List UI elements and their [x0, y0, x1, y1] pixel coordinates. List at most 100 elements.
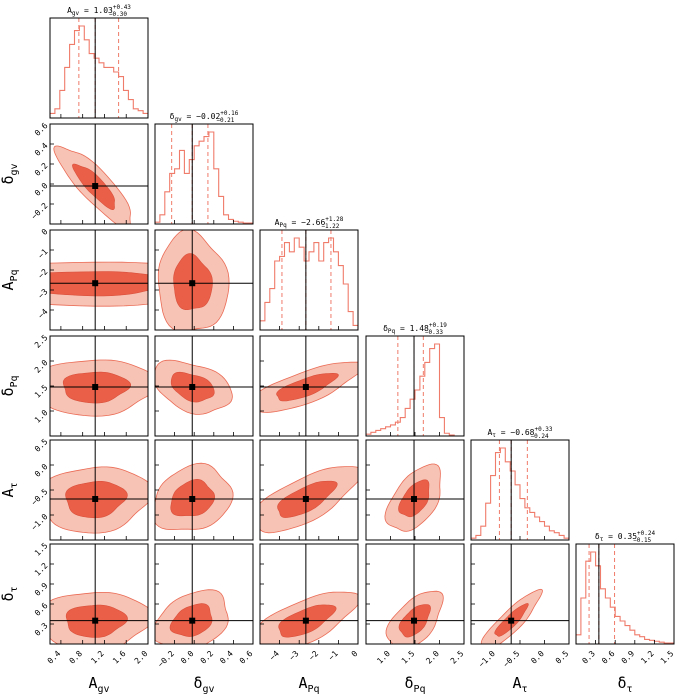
x-tick-label-Atau: −1.0: [477, 649, 497, 669]
panel-frame: [365, 335, 465, 437]
panel-frame: [154, 543, 254, 645]
x-tick-label-APq: −3: [287, 649, 300, 662]
y-tick-label-dgv: 0.4: [33, 141, 50, 158]
panel-dtau-dgv: −0.2 0.0 0.2 0.4 0.6: [154, 543, 255, 669]
title-name: δ: [383, 324, 388, 333]
title-name: A: [487, 428, 492, 437]
panel-frame: [49, 229, 149, 331]
y-tick-label-APq: −4: [36, 307, 49, 320]
y-tick-label-dPq: 2.0: [33, 358, 50, 375]
x-tick-label-dtau: 1.5: [659, 649, 676, 666]
y-tick-label-dgv: 0.0: [33, 181, 50, 198]
panel-Atau-Atau: Aτ = −0.68+0.33 −0.24: [470, 426, 570, 541]
histogram-Atau: [471, 447, 569, 540]
panel-frame: [49, 17, 149, 119]
histogram-APq: [260, 237, 358, 330]
y-axis-label-dgv: δgv: [0, 163, 20, 184]
title-name: δ: [170, 112, 175, 121]
title-plus: +0.24: [637, 530, 655, 537]
title-value: = 0.35: [603, 532, 637, 541]
axis-label-main: δ: [404, 674, 413, 692]
panel-Atau-Agv: −1.0 −0.5 0.0 0.5: [30, 437, 149, 541]
x-tick-label-dPq: 2.0: [424, 649, 441, 666]
truth-marker: [411, 496, 418, 502]
x-tick-label-APq: −4: [268, 649, 281, 662]
title-plus: +0.43: [113, 4, 131, 11]
x-axis-label-Atau: Aτ: [512, 674, 527, 695]
histogram-dPq: [366, 343, 464, 436]
histogram-Agv: [50, 25, 148, 118]
panel-dPq-dgv: [154, 335, 254, 437]
title-minus: −1.22: [321, 223, 339, 230]
x-tick-label-APq: −1: [327, 649, 340, 662]
truth-marker: [411, 617, 418, 624]
x-axis-label-dgv: δgv: [193, 674, 214, 695]
truth-marker: [508, 617, 515, 624]
panel-frame: [259, 229, 359, 331]
panel-dtau-Agv: 0.4 0.8 1.2 1.6 2.0 0.3 0.6 0.9 1.2 1.5: [33, 541, 150, 666]
x-axis-label-APq: APq: [298, 674, 319, 695]
truth-marker: [92, 280, 99, 287]
y-tick-label-Atau: −1.0: [30, 512, 50, 532]
contour-inner-APq-Agv: [50, 271, 148, 297]
x-tick-label-dPq: 2.5: [449, 649, 466, 666]
panel-dPq-Agv: 1.0 1.5 2.0 2.5: [33, 333, 149, 437]
x-axis-label-dPq: δPq: [404, 674, 425, 695]
title-sub: gv: [72, 10, 80, 17]
y-tick-label-dPq: 1.5: [33, 383, 50, 400]
panel-Atau-dPq: [365, 439, 465, 541]
truth-marker: [92, 183, 99, 189]
axis-label-main: δ: [617, 674, 626, 692]
x-tick-label-Agv: 0.8: [67, 649, 84, 666]
title-APq: APq = −2.66+1.28 −1.22: [275, 216, 344, 230]
axis-label-main: A: [88, 674, 97, 692]
panel-dtau-dPq: 1.0 1.5 2.0 2.5: [365, 543, 466, 666]
y-tick-label-dtau: 1.5: [33, 541, 50, 558]
title-minus: −0.15: [633, 537, 651, 544]
title-dtau: δτ = 0.35+0.24 −0.15: [595, 530, 656, 544]
title-sub: Pq: [280, 222, 288, 229]
panel-Atau-APq: [259, 439, 359, 541]
y-tick-label-dgv: −0.2: [30, 201, 50, 221]
x-tick-label-dtau: 1.2: [639, 649, 656, 666]
title-plus: +1.28: [325, 216, 343, 223]
title-Atau: Aτ = −0.68+0.33 −0.24: [487, 426, 552, 440]
panel-frame: [259, 543, 359, 645]
title-name: δ: [595, 532, 600, 541]
x-axis-label-dtau: δτ: [617, 674, 632, 695]
panel-frame: [470, 543, 570, 645]
truth-marker: [189, 280, 196, 287]
y-tick-label-dtau: 0.3: [33, 621, 50, 638]
y-axis-label-Atau: Aτ: [0, 482, 20, 497]
axis-label-main: A: [0, 489, 17, 498]
panel-APq-dgv: [154, 229, 254, 331]
title-value: = −0.02: [182, 112, 221, 121]
x-tick-label-dgv: 0.4: [218, 649, 235, 666]
axis-label-sub: τ: [627, 684, 633, 695]
y-tick-label-APq: −3: [36, 287, 49, 300]
x-tick-label-Agv: 1.6: [111, 649, 128, 666]
title-value: = 1.48: [395, 324, 429, 333]
title-minus: −0.24: [531, 433, 549, 440]
panel-frame: [49, 123, 149, 225]
axis-label-main: δ: [0, 593, 17, 602]
y-tick-label-dtau: 0.9: [33, 581, 50, 598]
title-value: = 1.03: [79, 6, 113, 15]
title-name: A: [67, 6, 72, 15]
truth-marker: [189, 496, 196, 502]
truth-marker: [92, 617, 99, 624]
title-sub: τ: [492, 432, 496, 439]
x-tick-label-APq: 0: [350, 649, 360, 659]
x-tick-label-dgv: 0.0: [179, 649, 196, 666]
x-tick-label-dgv: −0.2: [156, 649, 176, 669]
y-axis-label-APq: APq: [0, 269, 20, 290]
y-tick-label-Atau: 0.0: [33, 462, 50, 479]
title-value: = −2.66: [287, 218, 326, 227]
title-Agv: Agv = 1.03+0.43 −0.30: [67, 4, 131, 18]
title-dPq: δPq = 1.48+0.19 −0.33: [383, 322, 447, 336]
x-tick-label-Agv: 2.0: [133, 649, 150, 666]
title-plus: +0.19: [429, 322, 447, 329]
panel-dtau-dtau: δτ = 0.35+0.24 −0.15 0.3 0.6 0.9 1.2 1.5: [575, 530, 676, 666]
axis-label-sub: Pq: [413, 684, 425, 695]
